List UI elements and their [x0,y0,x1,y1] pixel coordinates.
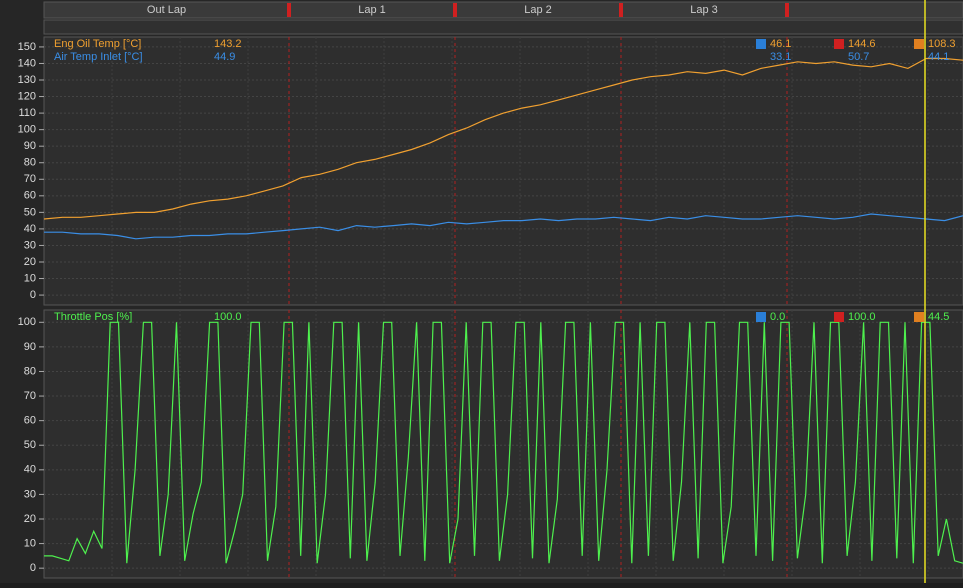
lap-marker [453,3,457,17]
legend-name: Air Temp Inlet [°C] [54,51,143,63]
legend-name: Eng Oil Temp [°C] [54,38,141,50]
y-tick-label: 70 [24,390,36,402]
lap-label: Lap 2 [524,4,552,16]
lap-label: Lap 3 [690,4,718,16]
stat-icon-min [756,39,766,49]
stat-avg: 44.1 [928,51,949,63]
y-tick-label: 80 [24,365,36,377]
series-line [43,57,963,220]
y-tick-label: 100 [18,316,36,328]
y-tick-label: 40 [24,223,36,235]
legend-name: Throttle Pos [%] [54,311,132,323]
stat-min: 33.1 [770,51,791,63]
lap-label: Lap 1 [358,4,386,16]
y-tick-label: 100 [18,124,36,136]
y-tick-label: 30 [24,488,36,500]
y-tick-label: 50 [24,439,36,451]
cursor-value: 143.2 [214,38,242,50]
stat-icon-avg [914,312,924,322]
y-tick-label: 20 [24,256,36,268]
y-tick-label: 50 [24,206,36,218]
y-tick-label: 120 [18,90,36,102]
y-tick-label: 10 [24,272,36,284]
lap-label: Out Lap [147,4,186,16]
y-tick-label: 150 [18,41,36,53]
plot-panel [43,309,963,579]
y-tick-label: 10 [24,537,36,549]
overview-bar [43,19,963,35]
stat-icon-max [834,312,844,322]
y-tick-label: 40 [24,464,36,476]
stat-icon-avg [914,39,924,49]
y-tick-label: 60 [24,190,36,202]
stat-min: 0.0 [770,311,785,323]
plot-panel [43,36,963,306]
stat-max: 50.7 [848,51,869,63]
y-tick-label: 70 [24,173,36,185]
y-tick-label: 90 [24,140,36,152]
cursor-value: 44.9 [214,51,235,63]
stat-max: 144.6 [848,38,876,50]
stat-icon-max [834,39,844,49]
stat-avg: 108.3 [928,38,956,50]
y-tick-label: 90 [24,341,36,353]
y-tick-label: 60 [24,415,36,427]
y-tick-label: 0 [30,562,36,574]
lap-marker [287,3,291,17]
y-tick-label: 110 [18,107,36,119]
y-tick-label: 30 [24,239,36,251]
lap-marker [785,3,789,17]
stat-icon-min [756,312,766,322]
y-tick-label: 0 [30,289,36,301]
stat-min: 46.1 [770,38,791,50]
y-tick-label: 130 [18,74,36,86]
stat-avg: 44.5 [928,311,949,323]
y-tick-label: 140 [18,57,36,69]
lap-bar [43,1,963,19]
series-line [44,213,963,240]
cursor-value: 100.0 [214,311,242,323]
y-tick-label: 20 [24,513,36,525]
y-tick-label: 80 [24,157,36,169]
lap-marker [619,3,623,17]
series-line [44,321,963,564]
stat-max: 100.0 [848,311,876,323]
